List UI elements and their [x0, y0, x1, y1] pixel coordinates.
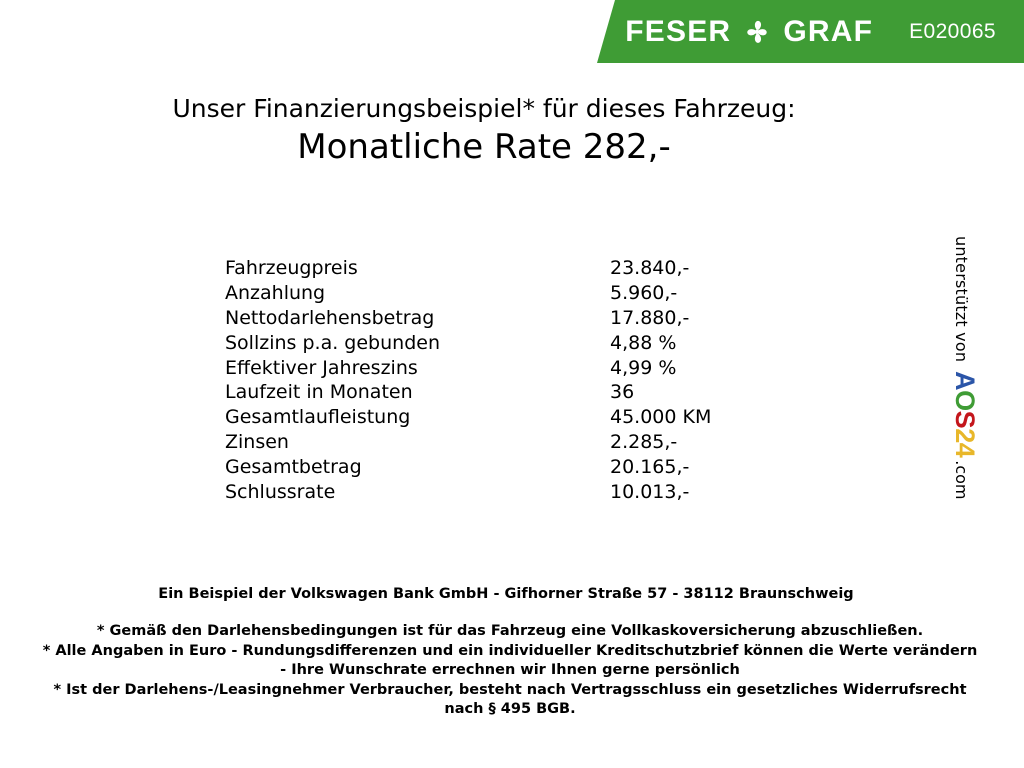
- finance-row: Gesamtbetrag 20.165,-: [225, 455, 785, 480]
- brand-row: FESER GRAF E020065: [0, 0, 1024, 63]
- disclaimer-line: nach § 495 BGB.: [444, 701, 576, 718]
- finance-value: 4,99 %: [610, 356, 677, 379]
- bank-info-line: Ein Beispiel der Volkswagen Bank GmbH - …: [158, 586, 854, 602]
- finance-value: 17.880,-: [610, 306, 690, 329]
- finance-row: Effektiver Jahreszins 4,99 %: [225, 356, 785, 381]
- aos24-letter: O: [950, 390, 980, 411]
- finance-value: 20.165,-: [610, 456, 690, 479]
- finance-value: 45.000 KM: [610, 406, 712, 429]
- finance-label: Anzahlung: [225, 281, 326, 304]
- clover-icon: [744, 19, 770, 45]
- finance-value: 5.960,-: [610, 281, 678, 304]
- title-block: Unser Finanzierungsbeispiel* für dieses …: [0, 94, 968, 168]
- disclaimer-line: * Ist der Darlehens-/Leasingnehmer Verbr…: [53, 681, 967, 698]
- aos24-letter: 2: [950, 428, 980, 443]
- sponsor-tld-label: .com: [952, 460, 971, 500]
- sponsor-prefix-label: unterstützt von: [952, 236, 971, 363]
- finance-label: Zinsen: [225, 431, 289, 454]
- aos24-letter: 4: [950, 442, 980, 458]
- feser-graf-logo: FESER GRAF: [625, 14, 874, 48]
- finance-value: 4,88 %: [610, 331, 677, 354]
- disclaimer-line: * Gemäß den Darlehensbedingungen ist für…: [96, 623, 924, 639]
- finance-value: 23.840,-: [610, 257, 690, 279]
- finance-label: Fahrzeugpreis: [225, 257, 358, 279]
- finance-details-table: Fahrzeugpreis 23.840,- Anzahlung 5.960,- Net…: [225, 256, 785, 505]
- finance-label: Effektiver Jahreszins: [225, 356, 418, 379]
- aos24-logo: AOS24: [949, 371, 980, 457]
- finance-label: Nettodarlehensbetrag: [225, 306, 435, 329]
- finance-value: 10.013,-: [610, 481, 690, 504]
- finance-label: Gesamtbetrag: [225, 456, 362, 479]
- finance-row: Sollzins p.a. gebunden 4,88 %: [225, 331, 785, 356]
- header-banner: FESER GRAF E020065: [0, 0, 1024, 63]
- financing-subheadline: Unser Finanzierungsbeispiel* für dieses …: [172, 94, 796, 123]
- sponsor-strip: unterstützt von AOS24 .com: [950, 236, 1024, 536]
- monthly-rate-headline: Monatliche Rate 282,-: [297, 126, 671, 167]
- finance-label: Laufzeit in Monaten: [225, 381, 413, 404]
- finance-row: Gesamtlaufleistung 45.000 KM: [225, 405, 785, 430]
- disclaimer-line: * Alle Angaben in Euro - Rundungsdiffere…: [42, 642, 978, 659]
- finance-row: Zinsen 2.285,-: [225, 430, 785, 455]
- disclaimer-line: - Ihre Wunschrate errechnen wir Ihnen ge…: [280, 662, 740, 679]
- finance-row: Anzahlung 5.960,-: [225, 281, 785, 306]
- aos24-letter: A: [950, 371, 980, 391]
- finance-label: Schlussrate: [225, 481, 336, 504]
- finance-row: Nettodarlehensbetrag 17.880,-: [225, 306, 785, 331]
- finance-row: Fahrzeugpreis 23.840,-: [225, 256, 785, 281]
- finance-row: Schlussrate 10.013,-: [225, 480, 785, 505]
- brand-word-feser: FESER: [625, 14, 732, 48]
- clover-icon-svg: [747, 20, 768, 43]
- brand-word-graf: GRAF: [783, 14, 874, 48]
- finance-value: 2.285,-: [610, 431, 678, 454]
- finance-label: Sollzins p.a. gebunden: [225, 331, 440, 354]
- sponsor-vertical-text: unterstützt von AOS24 .com: [949, 236, 980, 500]
- finance-row: Laufzeit in Monaten 36: [225, 380, 785, 405]
- finance-label: Gesamtlaufleistung: [225, 406, 411, 429]
- disclaimer-block: * Gemäß den Darlehensbedingungen ist für…: [0, 622, 1020, 720]
- banner-background-shape: [597, 0, 1024, 63]
- finance-value: 36: [610, 381, 635, 404]
- aos24-letter: S: [950, 410, 980, 429]
- dealer-code: E020065: [909, 20, 996, 43]
